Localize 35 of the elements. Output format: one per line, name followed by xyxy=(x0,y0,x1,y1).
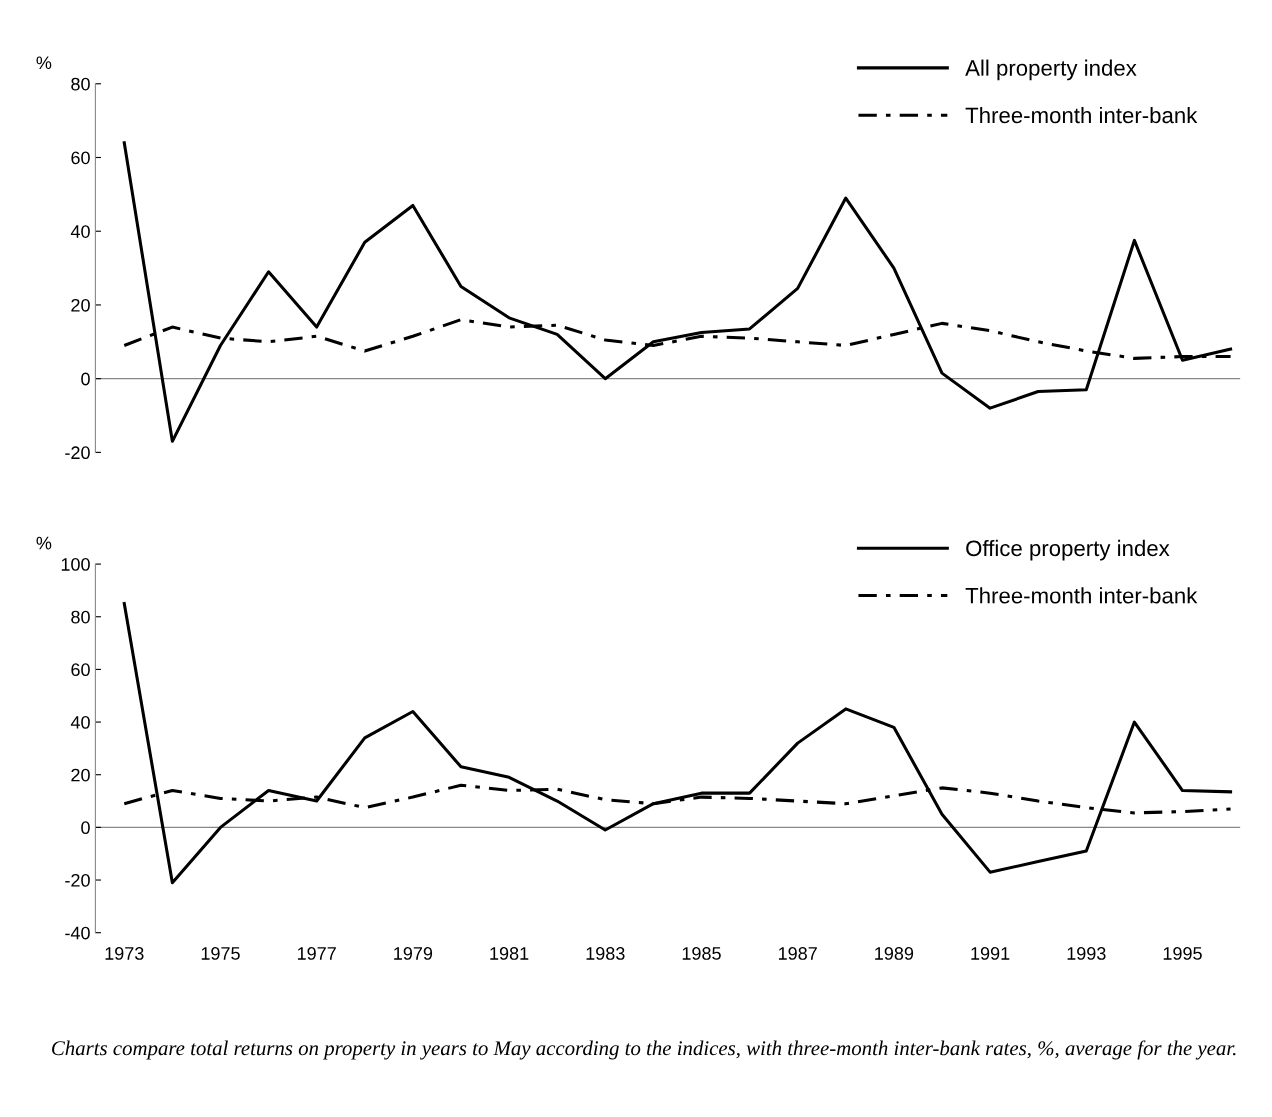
y-tick-label: 40 xyxy=(70,716,90,729)
y-tick-label: 20 xyxy=(71,298,90,312)
y-tick-label: 0 xyxy=(81,821,90,835)
y-axis-title: % xyxy=(36,536,52,550)
line-series xyxy=(122,141,1233,443)
x-tick-label: 1989 xyxy=(875,947,914,960)
y-tick-label: -40 xyxy=(65,926,90,940)
legend-label: Three-month inter-bank xyxy=(965,106,1198,124)
y-tick-label: 80 xyxy=(71,77,90,91)
x-tick-label: 1977 xyxy=(297,947,336,960)
x-tick-label: 1987 xyxy=(778,947,817,960)
y-tick-label: 60 xyxy=(71,151,90,165)
x-tick-label: 1991 xyxy=(971,947,1010,960)
x-tick-label: 1981 xyxy=(490,947,529,960)
y-tick-label: 40 xyxy=(70,225,90,238)
x-tick-label: 1973 xyxy=(105,947,144,960)
x-tick-label: 1993 xyxy=(1067,947,1106,960)
x-tick-label: 1995 xyxy=(1163,947,1202,960)
line-series xyxy=(122,602,1233,885)
y-tick-label: 20 xyxy=(71,768,90,782)
y-tick-label: -20 xyxy=(65,446,90,460)
legend-label: All property index xyxy=(965,59,1137,81)
y-tick-label: 80 xyxy=(71,610,90,624)
x-tick-label: 1983 xyxy=(586,947,625,960)
y-tick-label: 100 xyxy=(61,558,90,571)
y-tick-label: -20 xyxy=(65,873,90,887)
text: Charts compare total returns on property in years to May according to the indices, with three-month inter-bank rates, %, average for the year. xyxy=(52,1040,1236,1060)
legend-label: Three-month inter-bank xyxy=(965,587,1198,604)
y-tick-label: 60 xyxy=(71,663,90,677)
y-tick-label: 0 xyxy=(81,372,90,386)
x-tick-label: 1975 xyxy=(201,947,240,960)
x-tick-label: 1985 xyxy=(682,947,721,960)
legend-label: Office property index xyxy=(966,539,1170,561)
y-axis-title: % xyxy=(36,56,52,70)
x-tick-label: 1979 xyxy=(394,947,433,960)
